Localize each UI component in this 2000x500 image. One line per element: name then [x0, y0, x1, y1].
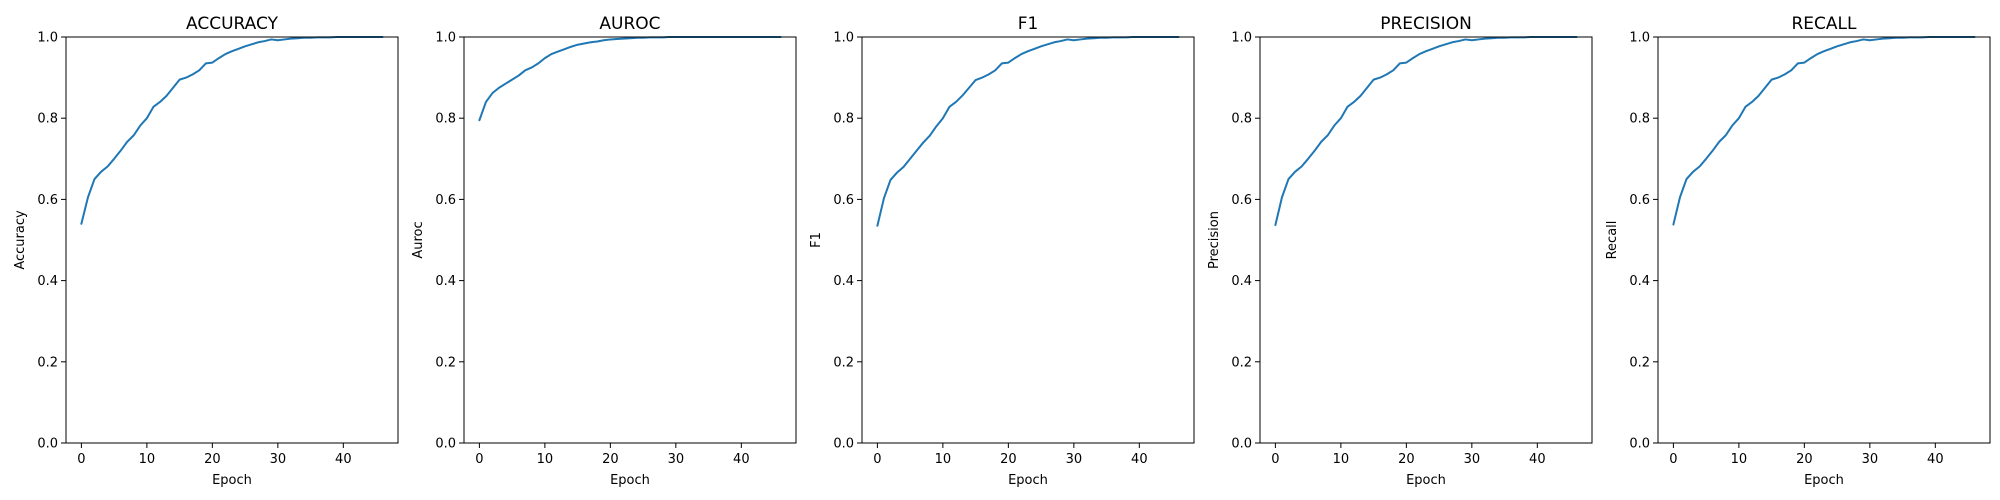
- precision-y-axis-label: Precision: [1207, 211, 1222, 269]
- recall-series-line: [1672, 36, 1976, 226]
- recall-x-tick-label: 20: [1796, 452, 1813, 467]
- accuracy-title: ACCURACY: [186, 14, 279, 34]
- recall-title: RECALL: [1792, 14, 1858, 34]
- precision-x-tick-label: 20: [1398, 452, 1415, 467]
- accuracy-y-tick-label: 0.0: [37, 437, 58, 452]
- precision-x-tick-label: 0: [1271, 452, 1279, 467]
- precision-axes-frame: [1259, 36, 1593, 444]
- accuracy-y-tick-label: 1.0: [37, 31, 58, 46]
- accuracy-x-tick-label: 20: [204, 452, 221, 467]
- auroc-x-tick-label: 0: [475, 452, 483, 467]
- f1-x-tick-label: 30: [1066, 452, 1083, 467]
- accuracy-x-tick-label: 0: [77, 452, 85, 467]
- precision-x-axis-label: Epoch: [1406, 473, 1446, 488]
- f1-series-line: [876, 36, 1180, 227]
- recall-panel: 0 10 20 30 40 0.0 0.2 0.4 0.6 0.8 1.0 RECALL Epoch Re…: [1605, 14, 1991, 488]
- recall-x-axis-label: Epoch: [1804, 473, 1844, 488]
- f1-y-tick-label: 0.0: [833, 437, 854, 452]
- auroc-y-axis-label: Auroc: [411, 221, 426, 258]
- recall-y-tick-label: 0.4: [1629, 274, 1650, 289]
- auroc-x-tick-label: 10: [537, 452, 554, 467]
- precision-panel: 0 10 20 30 40 0.0 0.2 0.4 0.6 0.8 1.0 PRECISION Epoc…: [1207, 14, 1593, 488]
- recall-x-tick-label: 10: [1731, 452, 1748, 467]
- auroc-series-line: [478, 36, 782, 122]
- precision-x-tick-label: 40: [1529, 452, 1546, 467]
- f1-x-tick-label: 20: [1000, 452, 1017, 467]
- auroc-y-tick-label: 0.2: [435, 355, 456, 370]
- f1-y-tick-label: 1.0: [833, 31, 854, 46]
- precision-y-tick-label: 0.2: [1231, 355, 1252, 370]
- f1-y-tick-label: 0.4: [833, 274, 854, 289]
- accuracy-x-tick-label: 40: [335, 452, 352, 467]
- recall-axes-frame: [1657, 36, 1991, 444]
- auroc-x-tick-label: 30: [668, 452, 685, 467]
- accuracy-y-tick-label: 0.8: [37, 112, 58, 127]
- accuracy-y-tick-label: 0.4: [37, 274, 58, 289]
- precision-x-tick-label: 10: [1333, 452, 1350, 467]
- accuracy-x-axis-label: Epoch: [212, 473, 252, 488]
- f1-panel: 0 10 20 30 40 0.0 0.2 0.4 0.6 0.8 1.0 F1 Epoch F1: [809, 14, 1195, 488]
- f1-y-tick-label: 0.8: [833, 112, 854, 127]
- auroc-y-tick-label: 0.6: [435, 193, 456, 208]
- f1-axes-frame: [861, 36, 1195, 444]
- recall-y-tick-label: 0.6: [1629, 193, 1650, 208]
- auroc-y-tick-label: 0.0: [435, 437, 456, 452]
- recall-y-tick-label: 0.8: [1629, 112, 1650, 127]
- recall-y-axis-label: Recall: [1605, 221, 1620, 260]
- recall-x-tick-label: 30: [1862, 452, 1879, 467]
- precision-y-tick-label: 0.8: [1231, 112, 1252, 127]
- recall-y-tick-label: 0.2: [1629, 355, 1650, 370]
- accuracy-y-tick-label: 0.2: [37, 355, 58, 370]
- recall-y-tick-label: 0.0: [1629, 437, 1650, 452]
- auroc-title: AUROC: [599, 14, 660, 34]
- accuracy-y-axis-label: Accuracy: [13, 210, 28, 270]
- recall-x-tick-label: 0: [1669, 452, 1677, 467]
- auroc-x-tick-label: 20: [602, 452, 619, 467]
- f1-x-axis-label: Epoch: [1008, 473, 1048, 488]
- auroc-y-tick-label: 0.8: [435, 112, 456, 127]
- auroc-y-tick-label: 1.0: [435, 31, 456, 46]
- auroc-panel: 0 10 20 30 40 0.0 0.2 0.4 0.6 0.8 1.0 AUROC Epoch Aur…: [411, 14, 797, 488]
- recall-y-tick-label: 1.0: [1629, 31, 1650, 46]
- precision-y-tick-label: 0.0: [1231, 437, 1252, 452]
- auroc-x-axis-label: Epoch: [610, 473, 650, 488]
- auroc-x-tick-label: 40: [733, 452, 750, 467]
- auroc-y-tick-label: 0.4: [435, 274, 456, 289]
- accuracy-axes-frame: [65, 36, 399, 444]
- f1-x-tick-label: 0: [873, 452, 881, 467]
- precision-title: PRECISION: [1380, 14, 1472, 34]
- accuracy-panel: 0 10 20 30 40 0.0 0.2 0.4 0.6 0.8 1.0 ACCURACY Epoch…: [13, 14, 399, 488]
- precision-series-line: [1274, 36, 1578, 226]
- f1-y-axis-label: F1: [809, 232, 824, 248]
- precision-y-tick-label: 0.4: [1231, 274, 1252, 289]
- f1-x-tick-label: 40: [1131, 452, 1148, 467]
- f1-y-tick-label: 0.2: [833, 355, 854, 370]
- precision-y-tick-label: 1.0: [1231, 31, 1252, 46]
- precision-x-tick-label: 30: [1464, 452, 1481, 467]
- accuracy-x-tick-label: 10: [139, 452, 156, 467]
- precision-y-tick-label: 0.6: [1231, 193, 1252, 208]
- f1-title: F1: [1018, 14, 1039, 34]
- accuracy-y-tick-label: 0.6: [37, 193, 58, 208]
- f1-x-tick-label: 10: [935, 452, 952, 467]
- f1-y-tick-label: 0.6: [833, 193, 854, 208]
- accuracy-series-line: [80, 36, 384, 225]
- auroc-axes-frame: [463, 36, 797, 444]
- accuracy-x-tick-label: 30: [270, 452, 287, 467]
- recall-x-tick-label: 40: [1927, 452, 1944, 467]
